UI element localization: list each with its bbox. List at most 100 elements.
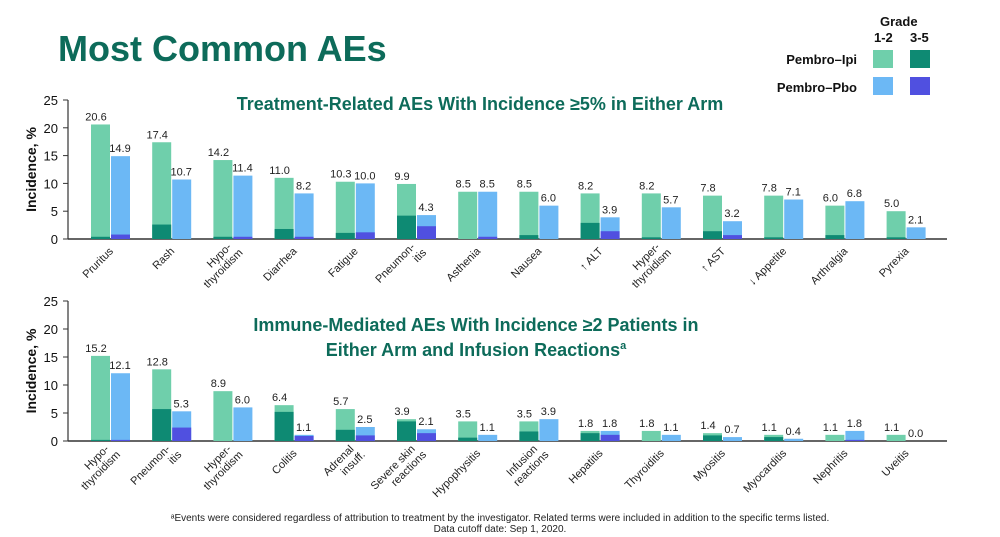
bar-grade-3-5 <box>397 421 416 441</box>
bar-grade-3-5 <box>397 215 416 239</box>
x-tick-label: ↑ AST <box>699 245 728 274</box>
data-label: 12.8 <box>146 356 167 368</box>
bar-grade-1-2 <box>661 207 681 239</box>
bar-grade-3-5 <box>274 228 294 239</box>
footnote: ᵃEvents were considered regardless of at… <box>0 513 1000 535</box>
bar-grade-3-5 <box>886 237 906 239</box>
data-label: 3.9 <box>394 406 409 418</box>
data-label: 1.1 <box>663 422 678 434</box>
bar-grade-1-2 <box>723 221 742 239</box>
bar-grade-1-2 <box>906 227 926 239</box>
bar-grade-1-2 <box>213 160 233 239</box>
data-label: 1.8 <box>639 418 654 430</box>
data-label: 7.8 <box>700 183 715 195</box>
y-tick-label: 25 <box>44 294 58 309</box>
y-tick-label: 10 <box>44 378 58 393</box>
x-tick-label: Hypophysitis <box>431 447 484 500</box>
bar-grade-1-2 <box>641 193 661 239</box>
bar-grade-3-5 <box>723 235 742 239</box>
x-tick-label: Myositis <box>691 447 728 484</box>
bar-grade-3-5 <box>600 434 620 441</box>
bar-grade-3-5 <box>825 235 845 239</box>
data-label: 3.9 <box>602 204 617 216</box>
data-label: 10.7 <box>170 167 191 179</box>
bar-grade-3-5 <box>294 435 314 441</box>
footnote-line-1: ᵃEvents were considered regardless of at… <box>170 513 830 524</box>
x-tick-label: Thyroiditis <box>623 447 667 491</box>
data-label: 2.5 <box>357 414 372 426</box>
bar-grade-1-2 <box>784 438 804 441</box>
data-label: 6.8 <box>847 188 862 200</box>
legend-grade-high: 3-5 <box>910 30 929 45</box>
bar-grade-3-5 <box>152 409 172 441</box>
y-tick-label: 5 <box>51 204 58 219</box>
bar-grade-3-5 <box>764 237 784 239</box>
bar-grade-1-2 <box>723 437 742 441</box>
bar-grade-1-2 <box>845 201 865 239</box>
bar-grade-3-5 <box>519 431 539 441</box>
y-tick-label: 20 <box>44 322 58 337</box>
bar-grade-3-5 <box>580 222 600 239</box>
bar-grade-3-5 <box>519 235 539 239</box>
y-tick-label: 15 <box>44 149 58 164</box>
x-tick-label: Pneumon-itis <box>373 238 429 294</box>
data-label: 10.3 <box>330 169 351 181</box>
data-label: 6.0 <box>823 193 838 205</box>
data-label: 8.9 <box>211 378 226 390</box>
x-tick-label: Fatigue <box>326 245 360 279</box>
chart-title: Either Arm and Infusion Reactionsa <box>326 340 627 360</box>
data-label: 8.5 <box>517 179 532 191</box>
bar-grade-3-5 <box>172 427 192 441</box>
x-tick-label: Myocarditis <box>741 447 789 495</box>
data-label: 6.0 <box>235 394 250 406</box>
y-tick-label: 0 <box>51 434 58 449</box>
y-axis-label: Incidence, % <box>23 127 39 212</box>
data-label: 14.9 <box>109 143 130 155</box>
bar-grade-3-5 <box>233 236 253 239</box>
chart-1: 0 5 10 15 20 25 Incidence, % Treatment-Related … <box>23 93 947 294</box>
x-tick-label: Pneumon-itis <box>129 440 185 496</box>
data-label: 1.8 <box>578 418 593 430</box>
bar-grade-1-2 <box>355 183 375 239</box>
bar-grade-3-5 <box>417 226 436 239</box>
bar-grade-1-2 <box>703 195 722 239</box>
data-label: 3.5 <box>456 408 471 420</box>
data-label: 11.0 <box>269 165 290 177</box>
data-label: 0.7 <box>724 424 739 436</box>
bar-grade-1-2 <box>539 419 559 441</box>
y-tick-label: 10 <box>44 176 58 191</box>
data-label: 8.2 <box>639 180 654 192</box>
x-tick-label: Hyper-thyroidism <box>193 440 245 492</box>
bar-grade-3-5 <box>355 435 375 441</box>
bar-grade-1-2 <box>294 193 314 239</box>
data-label: 1.8 <box>602 418 617 430</box>
data-label: 1.8 <box>847 418 862 430</box>
bar-grade-1-2 <box>458 421 478 441</box>
bar-grade-1-2 <box>661 434 681 441</box>
data-label: 0.4 <box>786 426 801 438</box>
bar-grade-3-5 <box>274 411 294 441</box>
legend-swatch-ipi-grade-3-5 <box>910 50 930 68</box>
bar-grade-3-5 <box>213 236 233 239</box>
data-label: 8.5 <box>480 179 495 191</box>
data-label: 3.5 <box>517 408 532 420</box>
data-label: 12.1 <box>109 360 130 372</box>
bar-grade-1-2 <box>274 177 294 239</box>
data-label: 0.0 <box>908 428 923 440</box>
bar-grade-3-5 <box>355 232 375 239</box>
bar-grade-3-5 <box>335 429 355 441</box>
bar-grade-1-2 <box>91 355 110 441</box>
legend-grade-label: Grade <box>880 14 918 29</box>
data-label: 14.2 <box>208 147 229 159</box>
data-label: 1.1 <box>480 422 495 434</box>
bar-grade-1-2 <box>91 124 110 239</box>
x-tick-label: Adrenalinsuff. <box>321 440 368 487</box>
y-tick-label: 20 <box>44 121 58 136</box>
bar-grade-1-2 <box>335 181 355 239</box>
bar-grade-3-5 <box>152 224 172 239</box>
data-label: 1.1 <box>823 422 838 434</box>
legend-swatch-pbo-grade-3-5 <box>910 77 930 95</box>
bar-grade-1-2 <box>233 175 253 239</box>
data-label: 7.1 <box>786 187 801 199</box>
bar-grade-1-2 <box>886 434 906 441</box>
